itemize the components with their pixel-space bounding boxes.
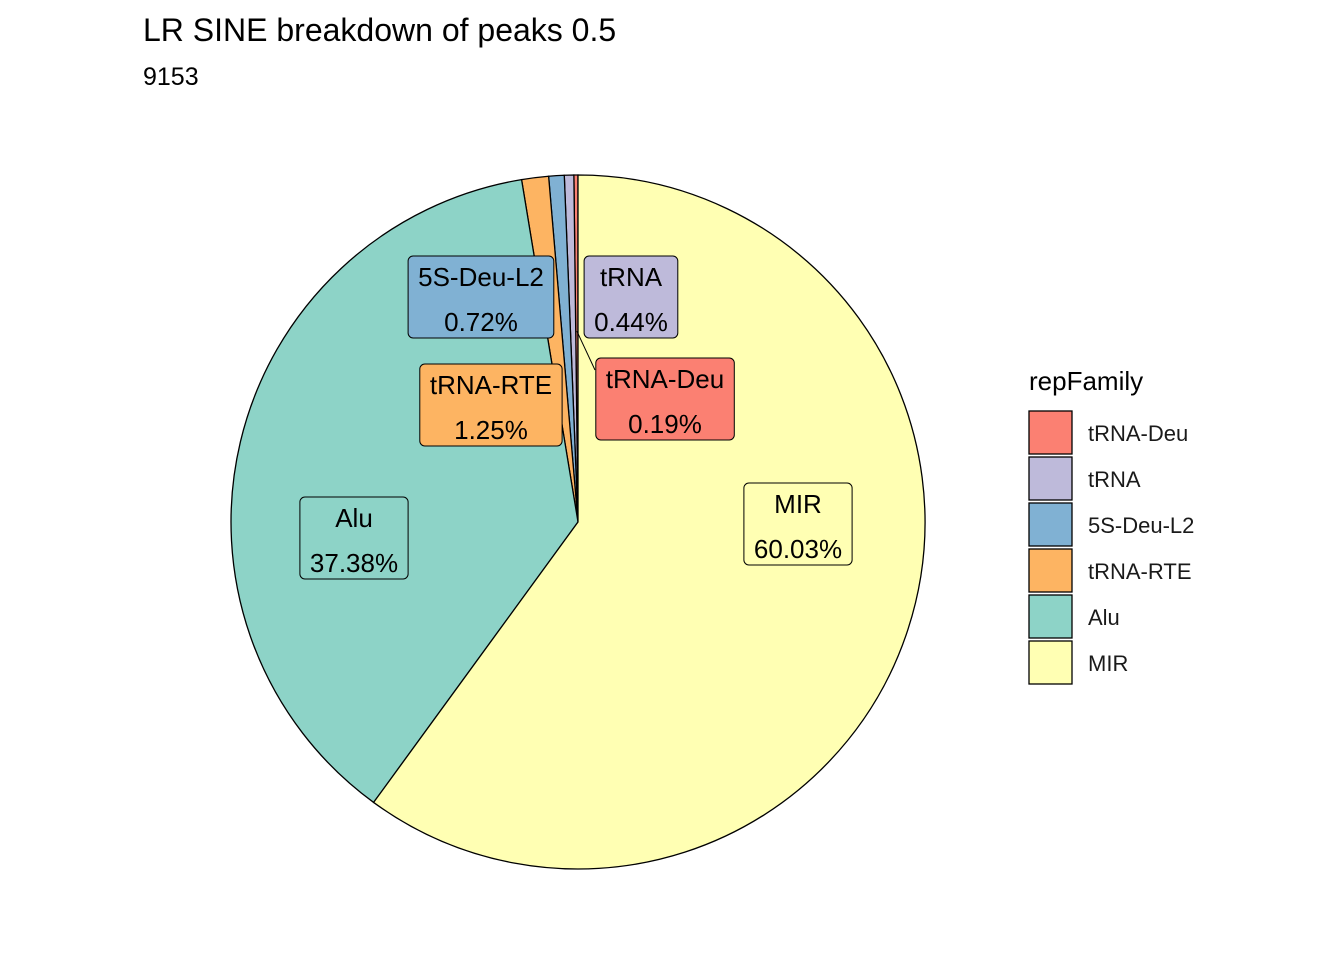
label-percent: 1.25% (454, 415, 528, 445)
legend-key (1028, 502, 1073, 547)
slice-mir (372, 174, 926, 870)
legend-label: tRNA-Deu (1088, 421, 1188, 446)
legend-key (1028, 594, 1073, 639)
label-box (299, 496, 409, 580)
legend-item-trna: tRNA (1028, 456, 1141, 501)
legend-item-alu: Alu (1028, 594, 1120, 639)
label-box (583, 255, 679, 339)
legend-key (1028, 548, 1073, 593)
label-percent: 0.44% (594, 307, 668, 337)
label-name: tRNA-RTE (430, 370, 552, 400)
legend-label: Alu (1088, 605, 1120, 630)
label-name: MIR (774, 489, 822, 519)
label-5s-deu-l2: 5S-Deu-L2 0.72% (407, 255, 555, 339)
label-mir: MIR 60.03% (743, 482, 853, 566)
legend-label: tRNA (1088, 467, 1141, 492)
label-box (743, 482, 853, 566)
slice-labels: tRNA-Deu 0.19% tRNA 0.44% 5S-Deu-L2 0.72% tRNA… (299, 255, 853, 580)
label-percent: 37.38% (310, 548, 398, 578)
label-trna-rte: tRNA-RTE 1.25% (419, 363, 563, 447)
label-box (419, 363, 563, 447)
label-alu: Alu 37.38% (299, 496, 409, 580)
legend-item-trna-rte: tRNA-RTE (1028, 548, 1192, 593)
label-name: tRNA (600, 262, 663, 292)
label-name: Alu (335, 503, 373, 533)
label-percent: 60.03% (754, 534, 842, 564)
legend: repFamily tRNA-Deu tRNA 5S-Deu-L2 tRNA-RTE A… (1028, 366, 1194, 685)
legend-label: MIR (1088, 651, 1128, 676)
legend-key (1028, 410, 1073, 455)
label-percent: 0.72% (444, 307, 518, 337)
label-percent: 0.19% (628, 409, 702, 439)
legend-label: 5S-Deu-L2 (1088, 513, 1194, 538)
label-trna: tRNA 0.44% (583, 255, 679, 339)
chart-subtitle: 9153 (143, 63, 199, 91)
legend-item-mir: MIR (1028, 640, 1128, 685)
pie-slices (230, 174, 926, 870)
legend-key (1028, 456, 1073, 501)
legend-title: repFamily (1029, 366, 1143, 396)
label-leader-line (576, 330, 596, 371)
legend-item-5s-deu-l2: 5S-Deu-L2 (1028, 502, 1194, 547)
legend-key (1028, 640, 1073, 685)
legend-item-trna-deu: tRNA-Deu (1028, 410, 1188, 455)
label-box (595, 357, 735, 441)
chart-title: LR SINE breakdown of peaks 0.5 (143, 12, 616, 48)
label-trna-deu: tRNA-Deu 0.19% (576, 330, 735, 441)
label-name: tRNA-Deu (606, 364, 724, 394)
label-box (407, 255, 555, 339)
legend-label: tRNA-RTE (1088, 559, 1192, 584)
label-name: 5S-Deu-L2 (418, 262, 544, 292)
